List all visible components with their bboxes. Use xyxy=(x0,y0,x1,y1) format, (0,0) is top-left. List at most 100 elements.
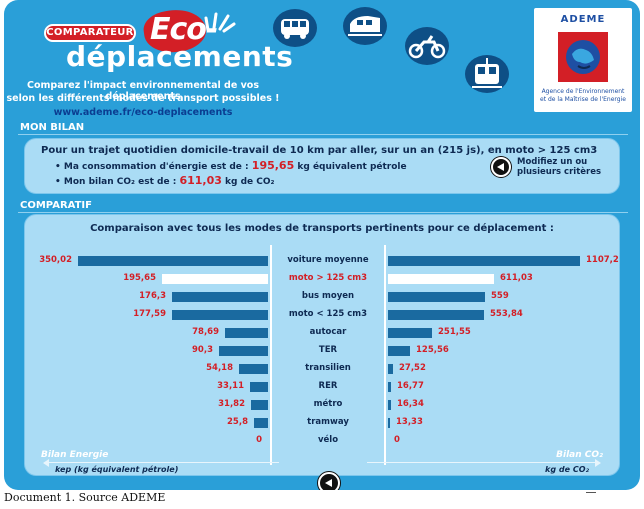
co2-axis-label: Bilan CO₂ xyxy=(556,450,603,460)
co2-value-label: 251,55 xyxy=(438,327,471,337)
energy-value-label: 33,11 xyxy=(217,381,244,391)
energy-unit-label: kep (kg équivalent pétrole) xyxy=(55,465,179,474)
back-button[interactable] xyxy=(318,472,340,490)
energy-bar xyxy=(251,400,268,410)
co2-value-label: 125,56 xyxy=(416,345,449,355)
energy-value-label: 78,69 xyxy=(192,327,219,337)
ademe-name: ADEME xyxy=(560,14,606,25)
ademe-subtitle-line-2: et de la Maîtrise de l'Energie xyxy=(540,96,626,103)
comparison-panel: Comparaison avec tous les modes de trans… xyxy=(24,214,620,476)
modify-line-2: plusieurs critères xyxy=(517,167,602,177)
co2-value-label: 1107,25 xyxy=(586,255,619,265)
co2-bar xyxy=(388,328,432,338)
comparison-row: 350,02 voiture moyenne 1107,25 xyxy=(25,253,619,271)
comparison-row: 31,82 métro 16,34 xyxy=(25,397,619,415)
comparison-row: 54,18 transilien 27,52 xyxy=(25,361,619,379)
energy-bar xyxy=(172,310,268,320)
energy-bar xyxy=(219,346,268,356)
co2-bar xyxy=(388,274,494,284)
transport-mode-label: TER xyxy=(318,345,338,355)
motorcycle-icon[interactable] xyxy=(404,26,450,66)
energy-value-label: 0 xyxy=(256,435,262,445)
transport-mode-label: RER xyxy=(318,381,338,391)
ademe-subtitle: Agence de l'Environnement et de la Maîtr… xyxy=(534,88,632,104)
divider xyxy=(18,212,628,213)
co2-label: • Mon bilan CO₂ est de : xyxy=(55,177,177,187)
comparison-row: 25,8 tramway 13,33 xyxy=(25,415,619,433)
co2-value-label: 553,84 xyxy=(490,309,523,319)
modify-criteria-link[interactable]: Modifiez un ou plusieurs critères xyxy=(517,157,601,177)
transport-mode-label: bus moyen xyxy=(301,291,355,301)
co2-value: 611,03 xyxy=(179,174,222,187)
energy-label: • Ma consommation d'énergie est de : xyxy=(55,162,249,172)
comparatif-heading: COMPARATIF xyxy=(20,200,92,211)
app-title: déplacements xyxy=(66,40,294,73)
energy-bar xyxy=(239,364,268,374)
comparison-row: 33,11 RER 16,77 xyxy=(25,379,619,397)
tram-icon[interactable] xyxy=(464,54,510,94)
co2-bar xyxy=(388,418,390,428)
co2-bar xyxy=(388,400,391,410)
co2-bar xyxy=(388,292,485,302)
right-arrow-icon xyxy=(595,459,601,467)
right-divider xyxy=(384,245,386,465)
co2-bar xyxy=(388,364,393,374)
energy-value-label: 54,18 xyxy=(206,363,233,373)
comparison-title: Comparaison avec tous les modes de trans… xyxy=(90,223,554,234)
co2-bar xyxy=(388,256,580,266)
transport-mode-label: vélo xyxy=(317,435,339,445)
co2-bar xyxy=(388,382,391,392)
co2-bar xyxy=(388,310,484,320)
transport-mode-label: transilien xyxy=(305,363,351,373)
document-caption: Document 1. Source ADEME xyxy=(4,491,166,504)
eco-deplacements-app: COMPARATEUR Eco- déplacements Comparez l… xyxy=(4,0,640,490)
energy-result: • Ma consommation d'énergie est de : 195… xyxy=(55,159,407,172)
site-url-link[interactable]: www.ademe.fr/eco-deplacements xyxy=(53,107,233,118)
energy-value-label: 31,82 xyxy=(218,399,245,409)
tagline-line-2: selon les différents modes de transport … xyxy=(6,93,280,104)
co2-axis-line xyxy=(367,462,597,463)
comparison-row: 0 vélo 0 xyxy=(25,433,619,451)
energy-bar xyxy=(78,256,268,266)
tagline-line-1: Comparez l'impact environnemental de vos… xyxy=(27,80,259,102)
ademe-subtitle-line-1: Agence de l'Environnement xyxy=(541,88,625,95)
left-arrow-icon xyxy=(43,459,49,467)
transport-mode-label: moto > 125 cm3 xyxy=(288,273,368,283)
comparison-row: 176,3 bus moyen 559 xyxy=(25,289,619,307)
co2-value-label: 611,03 xyxy=(500,273,533,283)
energy-value-label: 90,3 xyxy=(192,345,213,355)
energy-value-label: 25,8 xyxy=(227,417,248,427)
co2-value-label: 13,33 xyxy=(396,417,423,427)
co2-value-label: 559 xyxy=(491,291,509,301)
co2-value-label: 16,34 xyxy=(397,399,424,409)
mon-bilan-heading: MON BILAN xyxy=(20,122,85,133)
bilan-panel: Pour un trajet quotidien domicile-travai… xyxy=(24,138,620,194)
modify-criteria-button[interactable] xyxy=(491,157,511,177)
modify-line-1: Modifiez un ou xyxy=(517,157,588,167)
bus-icon[interactable] xyxy=(272,8,318,48)
energy-value-label: 176,3 xyxy=(139,291,166,301)
energy-axis-line xyxy=(49,462,279,463)
comparison-row: 177,59 moto < 125 cm3 553,84 xyxy=(25,307,619,325)
energy-unit: kg équivalent pétrole xyxy=(297,162,407,172)
energy-bar xyxy=(250,382,268,392)
left-divider xyxy=(270,245,272,465)
energy-bar xyxy=(225,328,268,338)
comparateur-badge: COMPARATEUR xyxy=(44,24,136,42)
transport-mode-label: voiture moyenne xyxy=(287,255,369,265)
ademe-logo-card[interactable]: ADEME Agence de l'Environnement et de la… xyxy=(534,8,632,112)
train-icon[interactable] xyxy=(342,6,388,46)
transport-mode-label: moto < 125 cm3 xyxy=(288,309,368,319)
sun-rays-icon xyxy=(204,12,236,33)
co2-value-label: 0 xyxy=(394,435,400,445)
transport-mode-label: métro xyxy=(313,399,343,409)
energy-value: 195,65 xyxy=(251,159,295,172)
trip-summary: Pour un trajet quotidien domicile-travai… xyxy=(41,145,598,156)
energy-value-label: 195,65 xyxy=(123,273,156,283)
energy-bar xyxy=(162,274,268,284)
energy-axis-label: Bilan Energie xyxy=(41,450,109,460)
caption-dash xyxy=(586,492,596,493)
co2-result: • Mon bilan CO₂ est de : 611,03 kg de CO… xyxy=(55,174,275,187)
comparison-row: 78,69 autocar 251,55 xyxy=(25,325,619,343)
co2-bar xyxy=(388,346,410,356)
